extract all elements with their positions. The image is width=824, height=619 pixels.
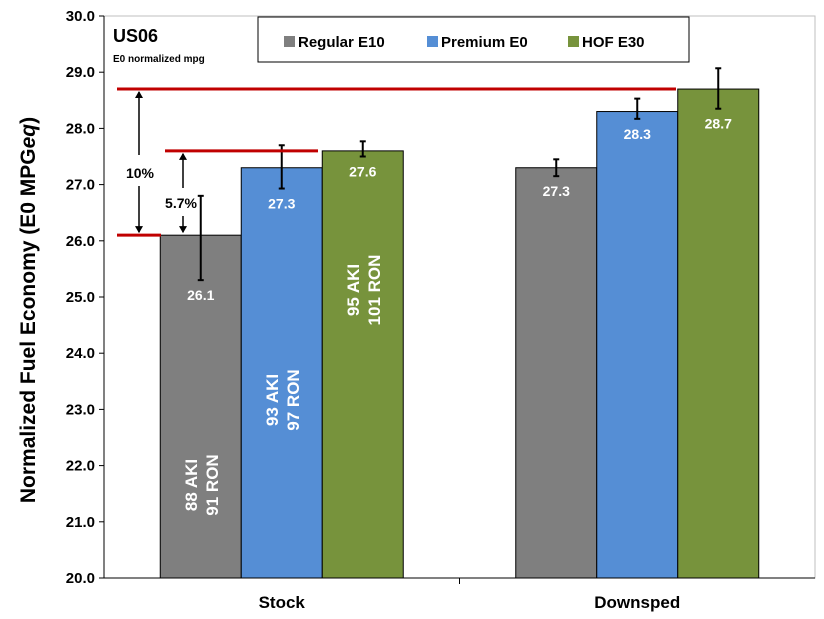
annotation-arrow-head-down [135, 226, 143, 234]
fuel-label: 88 AKI 91 RON [182, 454, 222, 515]
fuel-label-line: 101 RON [365, 255, 384, 326]
chart-title: US06 [113, 26, 158, 46]
bar [596, 111, 679, 579]
legend-label-regular: Regular E10 [298, 34, 385, 51]
fuel-label-line: 88 AKI [182, 459, 201, 511]
annotation-arrow-head-down [179, 226, 187, 234]
legend: Regular E10 Premium E0 HOF E30 [257, 16, 690, 63]
data-label: 27.3 [268, 196, 295, 212]
y-tick-label: 28.0 [66, 120, 95, 137]
fuel-label: 95 AKI 101 RON [344, 255, 384, 326]
annotation-arrow-head-up [179, 152, 187, 160]
data-label: 27.6 [349, 164, 376, 180]
data-labels: 26.1 27.3 88 AKI 91 RON 27.3 28.3 93 AKI 97 RON… [182, 116, 732, 516]
y-tick-label: 26.0 [66, 233, 95, 250]
fuel-label-line: 97 RON [284, 369, 303, 430]
annotation-arrow-head-up [135, 91, 143, 99]
bar [321, 150, 404, 579]
fuel-label-line: 95 AKI [344, 264, 363, 316]
fuel-label-line: 93 AKI [263, 374, 282, 426]
chart-subtitle: E0 normalized mpg [113, 54, 205, 65]
annotation-label: 10% [126, 165, 155, 181]
bar [677, 88, 760, 579]
fuel-label-line: 91 RON [203, 454, 222, 515]
legend-swatch-regular [284, 36, 295, 47]
y-tick-label: 23.0 [66, 401, 95, 418]
y-tick-label: 20.0 [66, 570, 95, 587]
data-label: 27.3 [543, 183, 570, 199]
y-tick-label: 30.0 [66, 8, 95, 25]
y-tick-label: 21.0 [66, 514, 95, 531]
data-label: 26.1 [187, 287, 214, 303]
y-tick-label: 22.0 [66, 458, 95, 475]
legend-swatch-premium [427, 36, 438, 47]
y-tick-label: 24.0 [66, 345, 95, 362]
x-tick-label: Downsped [594, 593, 680, 612]
reference-lines [117, 87, 676, 237]
legend-box [257, 16, 690, 63]
bar [515, 167, 598, 579]
annotations: 10% 5.7% [126, 91, 198, 234]
y-tick-label: 29.0 [66, 64, 95, 81]
data-label: 28.7 [705, 116, 732, 132]
bars [159, 88, 760, 579]
fuel-label: 93 AKI 97 RON [263, 369, 303, 430]
legend-label-hof: HOF E30 [582, 34, 645, 51]
legend-label-premium: Premium E0 [441, 34, 528, 51]
y-tick-label: 27.0 [66, 177, 95, 194]
axes: 20.0 21.0 22.0 23.0 24.0 25.0 26.0 27.0 28.0 29.0… [66, 8, 816, 612]
x-tick-label: Stock [259, 593, 306, 612]
bar [159, 234, 242, 579]
legend-swatch-hof [568, 36, 579, 47]
y-tick-label: 25.0 [66, 289, 95, 306]
bar [240, 167, 323, 579]
annotation-label: 5.7% [165, 195, 197, 211]
data-label: 28.3 [624, 126, 651, 142]
y-axis-label: Normalized Fuel Economy (E0 MPGeq) [17, 117, 40, 503]
error-bars [197, 67, 722, 282]
